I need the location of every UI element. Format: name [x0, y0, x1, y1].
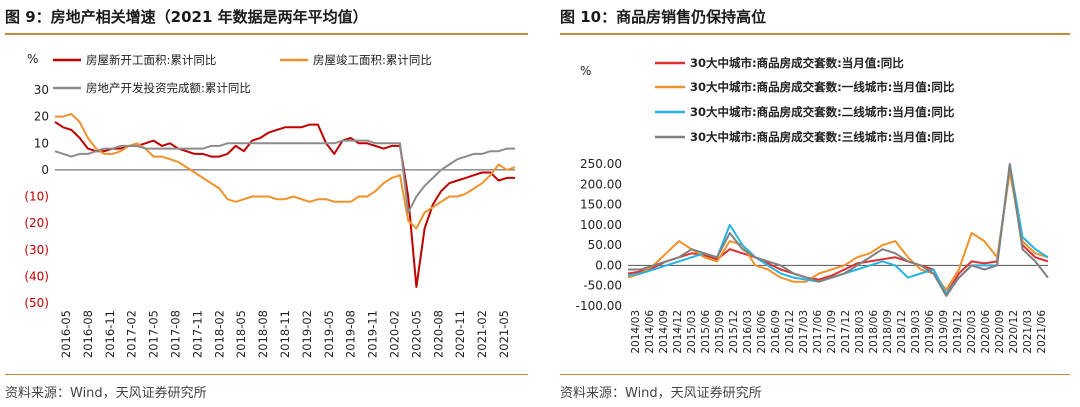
right-legend-label-1: 30大中城市:商品房成交套数:一线城市:当月值:同比 — [690, 80, 955, 94]
left-y-tick-label: (30) — [24, 243, 49, 257]
right-x-tick-label: 2019/12 — [952, 310, 964, 354]
left-x-tick-label: 2017-11 — [190, 310, 204, 358]
right-x-tick-label: 2014/12 — [672, 310, 684, 354]
right-x-tick-label: 2017/03 — [798, 310, 810, 354]
right-x-tick-label: 2021/06 — [1036, 310, 1048, 354]
left-x-tick-label: 2017-02 — [125, 310, 139, 358]
right-x-tick-label: 2015/03 — [686, 310, 698, 354]
right-x-tick-label: 2019/09 — [938, 310, 950, 354]
right-x-tick-label: 2016/06 — [756, 310, 768, 354]
left-x-tick-label: 2019-05 — [322, 310, 336, 358]
right-x-tick-label: 2015/06 — [700, 310, 712, 354]
right-x-tick-label: 2020/06 — [980, 310, 992, 354]
left-x-tick-label: 2016-11 — [103, 310, 117, 358]
right-x-tick-label: 2017/06 — [812, 310, 824, 354]
right-bottom-rule — [560, 374, 1070, 375]
right-x-tick-label: 2015/12 — [728, 310, 740, 354]
right-x-tick-label: 2019/06 — [924, 310, 936, 354]
left-x-tick-label: 2018-05 — [234, 310, 248, 358]
left-chart-panel: 图 9：房地产相关增速（2021 年数据是两年平均值） % 房屋新开工面积:累计同… — [5, 0, 533, 407]
left-x-tick-label: 2020-05 — [409, 310, 423, 358]
right-y-tick-label: 200.00 — [580, 177, 622, 191]
left-y-tick-label: 10 — [34, 136, 49, 150]
right-x-tick-label: 2016/03 — [742, 310, 754, 354]
left-x-tick-label: 2020-02 — [388, 310, 402, 358]
right-title-rule — [560, 33, 1070, 35]
left-x-tick-label: 2018-08 — [256, 310, 270, 358]
right-x-tick-label: 2016/09 — [770, 310, 782, 354]
right-x-tick-label: 2020/09 — [994, 310, 1006, 354]
right-unit-label: % — [580, 64, 591, 78]
right-x-tick-label: 2018/09 — [882, 310, 894, 354]
left-x-tick-label: 2019-08 — [344, 310, 358, 358]
left-legend-label-2: 房地产开发投资完成额:累计同比 — [86, 81, 251, 95]
left-title-rule — [5, 33, 528, 35]
left-legend-label-0: 房屋新开工面积:累计同比 — [86, 53, 216, 67]
right-y-tick-label: 100.00 — [580, 218, 622, 232]
right-x-tick-label: 2020/12 — [1008, 310, 1020, 354]
left-y-tick-label: (10) — [24, 190, 49, 204]
left-x-tick-label: 2016-05 — [59, 310, 73, 358]
left-x-tick-label: 2020-11 — [453, 310, 467, 358]
right-x-tick-label: 2019/03 — [910, 310, 922, 354]
left-x-tick-label: 2018-02 — [212, 310, 226, 358]
left-x-tick-label: 2016-08 — [81, 310, 95, 358]
right-legend-label-2: 30大中城市:商品房成交套数:二线城市:当月值:同比 — [690, 105, 955, 119]
left-legend-label-1: 房屋竣工面积:累计同比 — [313, 53, 432, 67]
left-y-tick-label: (40) — [24, 269, 49, 283]
right-chart-source: 资料来源：Wind，天风证券研究所 — [560, 386, 762, 401]
right-x-tick-label: 2018/03 — [854, 310, 866, 354]
left-x-tick-label: 2017-08 — [168, 310, 182, 358]
right-x-tick-label: 2017/09 — [826, 310, 838, 354]
right-x-tick-label: 2016/12 — [784, 310, 796, 354]
right-x-tick-label: 2014/03 — [630, 310, 642, 354]
left-x-tick-label: 2019-02 — [300, 310, 314, 358]
right-x-tick-label: 2014/06 — [644, 310, 656, 354]
right-series-line-2 — [627, 163, 1049, 295]
left-chart-title: 图 9：房地产相关增速（2021 年数据是两年平均值） — [5, 8, 368, 26]
left-x-tick-label: 2018-11 — [278, 310, 292, 358]
left-y-tick-label: 20 — [34, 110, 49, 124]
right-legend-label-3: 30大中城市:商品房成交套数:三线城市:当月值:同比 — [690, 130, 955, 144]
left-x-tick-label: 2021-02 — [475, 310, 489, 358]
right-legend-label-0: 30大中城市:商品房成交套数:当月值:同比 — [690, 56, 904, 70]
right-chart-title: 图 10：商品房销售仍保持高位 — [560, 8, 767, 26]
left-x-tick-label: 2019-11 — [366, 310, 380, 358]
left-x-tick-label: 2021-05 — [497, 310, 511, 358]
right-chart-panel: 图 10：商品房销售仍保持高位 % 30大中城市:商品房成交套数:当月值:同比 30… — [560, 0, 1075, 407]
left-y-tick-label: (20) — [24, 216, 49, 230]
right-x-tick-label: 2018/12 — [896, 310, 908, 354]
left-y-tick-label: 30 — [34, 83, 49, 97]
right-series-line-1 — [627, 171, 1049, 291]
right-y-tick-label: 250.00 — [580, 157, 622, 171]
left-bottom-rule — [5, 374, 528, 375]
left-series-line-2 — [54, 139, 515, 214]
left-y-tick-label: (50) — [24, 296, 49, 310]
left-chart-source: 资料来源：Wind，天风证券研究所 — [5, 386, 207, 401]
right-y-tick-label: -100.00 — [576, 299, 622, 313]
right-x-tick-label: 2021/03 — [1022, 310, 1034, 354]
right-x-tick-label: 2017/12 — [840, 310, 852, 354]
right-x-tick-label: 2018/06 — [868, 310, 880, 354]
right-x-tick-label: 2014/09 — [658, 310, 670, 354]
right-y-tick-label: 0.00 — [595, 258, 622, 272]
left-y-tick-label: 0 — [41, 163, 49, 177]
right-x-tick-label: 2020/03 — [966, 310, 978, 354]
left-x-tick-label: 2017-05 — [147, 310, 161, 358]
left-series-line-1 — [55, 113, 516, 230]
right-series-line-3 — [628, 163, 1049, 297]
right-y-tick-label: -50.00 — [583, 279, 622, 293]
left-unit-label: % — [27, 52, 38, 66]
left-x-tick-label: 2020-08 — [431, 310, 445, 358]
right-chart: % 30大中城市:商品房成交套数:当月值:同比 30大中城市:商品房成交套数:一线城… — [576, 56, 1049, 354]
right-x-tick-label: 2015/09 — [714, 310, 726, 354]
right-y-tick-label: 150.00 — [580, 198, 622, 212]
right-y-tick-label: 50.00 — [588, 238, 622, 252]
